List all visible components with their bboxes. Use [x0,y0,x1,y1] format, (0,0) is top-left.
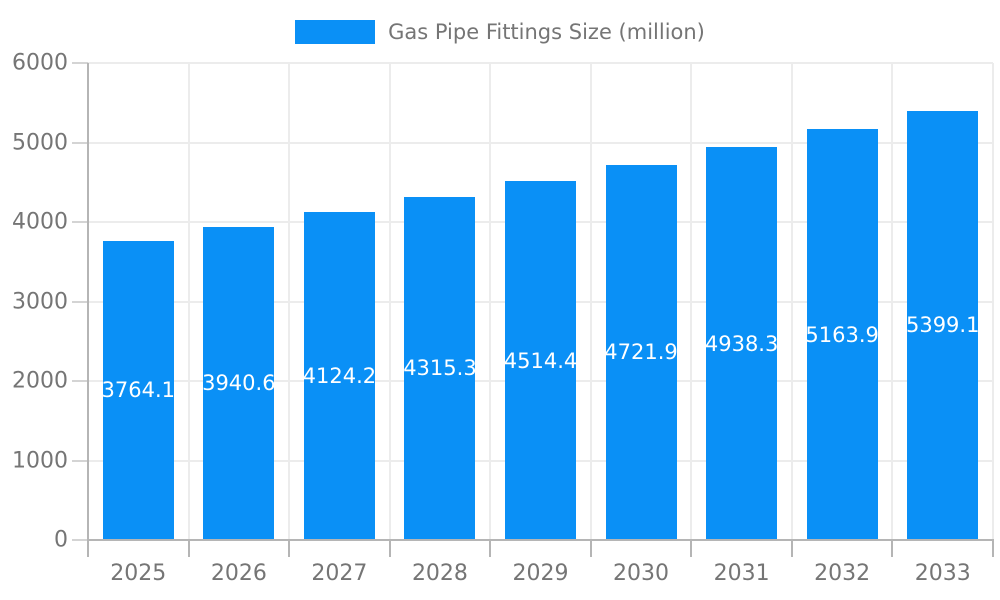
y-axis-line [87,63,89,557]
x-tick-label: 2031 [713,561,770,586]
y-tick-label: 1000 [12,448,68,473]
y-tick-label: 2000 [12,368,68,394]
bar-value-label: 4514.4 [503,348,578,373]
y-axis-tick [72,539,88,541]
x-tick-label: 2033 [914,561,971,586]
x-axis-tick [992,541,994,557]
x-axis-tick [288,541,291,557]
x-tick-label: 2030 [613,561,670,586]
bar[interactable] [806,129,878,540]
y-tick-label: 4000 [12,209,68,235]
bar-value-label: 4938.3 [704,331,779,356]
bar-value-label: 3940.6 [202,371,276,396]
x-axis-line [87,539,994,541]
x-gridline [187,63,190,540]
y-gridline [88,141,993,144]
x-tick-label: 2026 [210,561,267,586]
y-tick-label: 5000 [12,130,68,155]
x-axis-tick [388,541,391,557]
y-axis-tick [72,62,88,64]
bar-value-label: 4124.2 [302,364,377,389]
bar[interactable] [102,240,174,540]
x-tick-label: 2032 [814,561,871,586]
y-axis-tick [72,300,88,303]
bar-value-label: 5399.1 [905,313,980,338]
y-axis-tick [72,380,88,382]
legend-label: Gas Pipe Fittings Size (million) [388,20,705,44]
bar-value-label: 4315.3 [403,356,477,381]
bar[interactable] [907,110,979,540]
y-tick-label: 6000 [12,50,68,76]
bar[interactable] [404,196,476,540]
x-tick-label: 2027 [311,561,368,586]
bar-value-label: 3764.1 [101,378,176,403]
x-gridline [288,63,291,540]
x-axis-tick [87,541,89,557]
bar[interactable] [505,181,576,540]
y-axis-tick [72,459,88,462]
y-tick-label: 3000 [12,289,68,314]
x-axis-tick [489,541,492,557]
legend-item[interactable]: Gas Pipe Fittings Size (million) [0,20,1000,44]
x-gridline [589,63,592,540]
x-gridline [891,63,894,540]
x-gridline [790,63,793,540]
x-axis-tick [589,541,592,557]
bar-value-label: 4721.9 [604,340,678,365]
y-gridline [88,62,993,64]
legend-swatch [295,20,376,44]
x-axis-tick [187,541,190,557]
x-gridline [992,63,994,540]
bar[interactable] [303,212,375,540]
x-tick-label: 2029 [512,561,569,586]
x-gridline [489,63,492,540]
bar[interactable] [203,226,275,540]
x-tick-label: 2025 [110,561,167,586]
bar[interactable] [706,147,778,540]
x-axis-tick [790,541,793,557]
y-tick-label: 0 [54,527,68,553]
x-gridline [388,63,391,540]
bar[interactable] [605,164,677,540]
x-gridline [690,63,693,540]
y-axis-tick [72,141,88,144]
bar-value-label: 5163.9 [805,322,879,347]
x-axis-tick [690,541,693,557]
x-tick-label: 2028 [411,561,468,586]
x-axis-tick [891,541,894,557]
y-axis-tick [72,221,88,223]
